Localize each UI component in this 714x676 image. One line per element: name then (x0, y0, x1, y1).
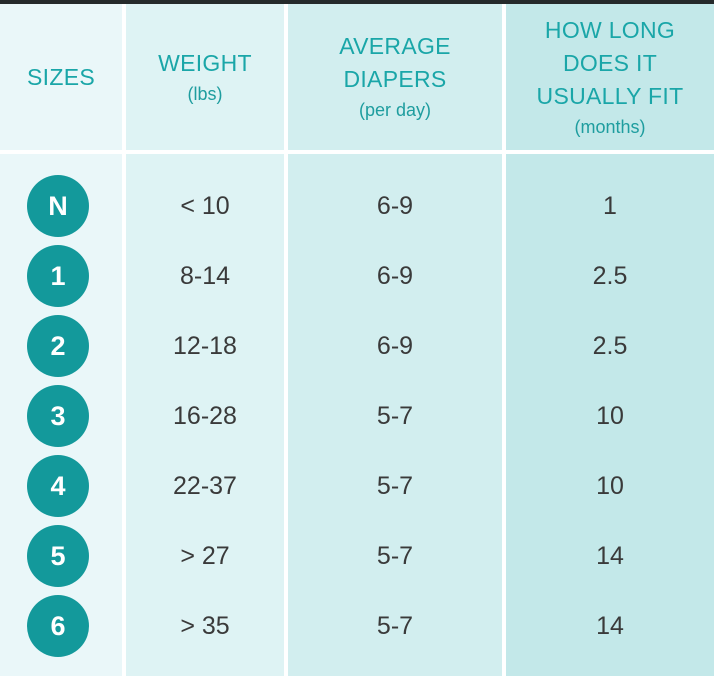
table-row: 5 > 27 5-7 14 (0, 520, 714, 590)
weight-cell: 16-28 (173, 401, 237, 430)
months-cell: 10 (596, 401, 624, 430)
diapers-cell: 6-9 (376, 261, 414, 290)
header-diapers-unit: (per day) (358, 100, 432, 120)
header-weight-label: WEIGHT (158, 49, 252, 76)
size-badge: 5 (27, 525, 89, 587)
header-fit-line1: HOW LONG (544, 16, 676, 43)
weight-cell: 12-18 (173, 331, 237, 360)
fit-column (506, 4, 714, 676)
size-badge: 1 (27, 245, 89, 307)
size-badge: 3 (27, 385, 89, 447)
header-fit-line2: DOES IT (562, 49, 658, 76)
top-border (0, 0, 714, 4)
table-row: 6 > 35 5-7 14 (0, 590, 714, 660)
diapers-cell: 5-7 (376, 471, 414, 500)
header-weight: WEIGHT (lbs) (126, 4, 284, 150)
months-cell: 2.5 (592, 331, 628, 360)
header-sizes: SIZES (0, 4, 122, 150)
weight-cell: 8-14 (179, 261, 231, 290)
size-badge: N (27, 175, 89, 237)
months-cell: 14 (596, 611, 624, 640)
weight-cell: 22-37 (173, 471, 237, 500)
diapers-column (288, 4, 502, 676)
header-fit-line3: USUALLY FIT (536, 82, 684, 109)
months-cell: 1 (603, 191, 617, 220)
weight-cell: < 10 (180, 191, 230, 220)
size-badge: 6 (27, 595, 89, 657)
table-row: 1 8-14 6-9 2.5 (0, 240, 714, 310)
months-cell: 10 (596, 471, 624, 500)
header-fit-unit: (months) (574, 116, 646, 137)
table-row: 3 16-28 5-7 10 (0, 380, 714, 450)
header-diapers: AVERAGE DIAPERS (per day) (288, 4, 502, 150)
size-badge: 4 (27, 455, 89, 517)
weight-cell: > 35 (180, 611, 230, 640)
table-row: N < 10 6-9 1 (0, 170, 714, 240)
diapers-cell: 5-7 (376, 401, 414, 430)
diapers-cell: 6-9 (376, 331, 414, 360)
header-diapers-line2: DIAPERS (343, 66, 447, 92)
months-cell: 14 (596, 541, 624, 570)
months-cell: 2.5 (592, 261, 628, 290)
header-fit: HOW LONG DOES IT USUALLY FIT (months) (506, 4, 714, 150)
diapers-cell: 6-9 (376, 191, 414, 220)
diapers-cell: 5-7 (376, 541, 414, 570)
weight-column (126, 4, 284, 676)
header-divider (0, 150, 714, 154)
header-diapers-line1: AVERAGE (339, 33, 451, 59)
table-row: 4 22-37 5-7 10 (0, 450, 714, 520)
diapers-cell: 5-7 (376, 611, 414, 640)
weight-cell: > 27 (180, 541, 230, 570)
header-sizes-label: SIZES (27, 63, 95, 90)
table-row: 2 12-18 6-9 2.5 (0, 310, 714, 380)
size-badge: 2 (27, 315, 89, 377)
header-weight-unit: (lbs) (187, 83, 223, 104)
